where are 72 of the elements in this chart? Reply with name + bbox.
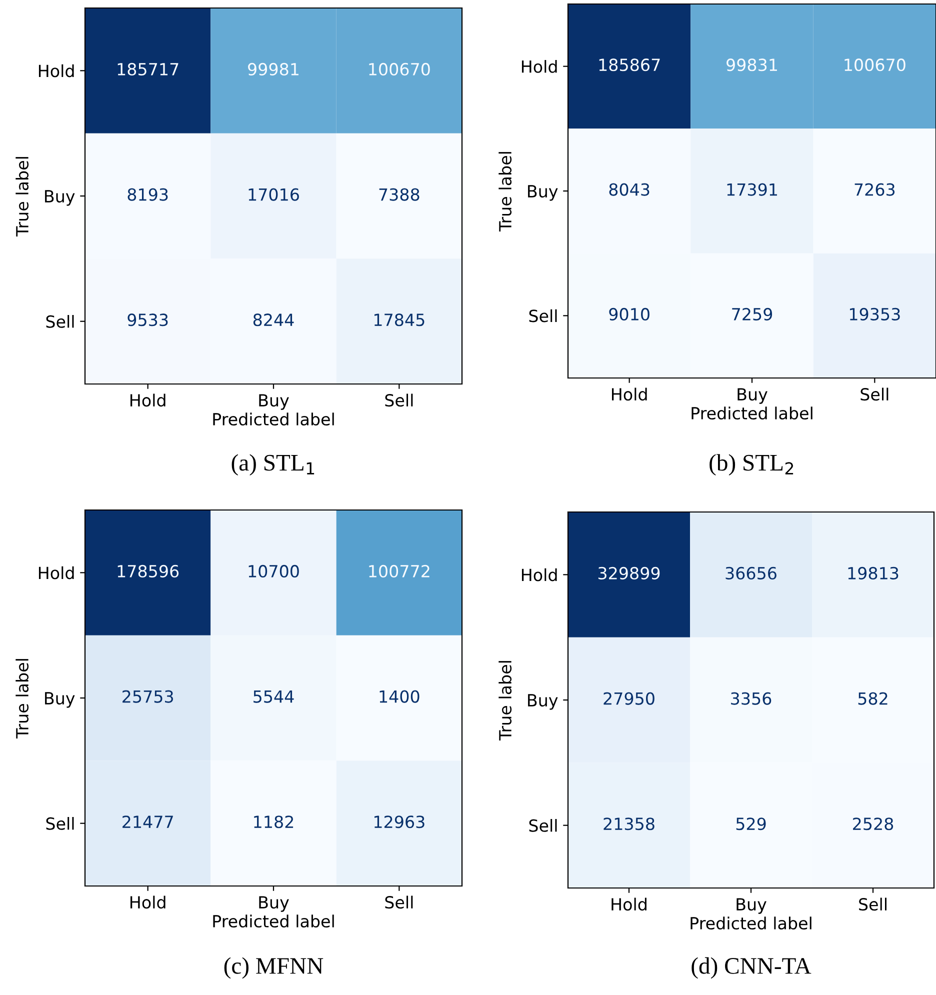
- x-axis-title: Predicted label: [690, 916, 812, 930]
- data-label: 185717: [118, 62, 178, 76]
- data-label: 8043: [609, 183, 650, 196]
- data-label: 99981: [248, 62, 298, 76]
- x-axis-title: Predicted label: [213, 914, 334, 928]
- y-tick-label: Hold: [522, 568, 557, 582]
- data-label: 19353: [850, 308, 900, 321]
- data-label: 178596: [118, 564, 179, 578]
- y-tick-label: Buy: [528, 185, 558, 201]
- data-label: 27950: [604, 692, 654, 705]
- data-label: 9533: [128, 314, 168, 326]
- x-tick-label: Buy: [259, 394, 289, 410]
- x-tick-label: Hold: [612, 388, 647, 401]
- y-tick-label: Sell: [46, 315, 74, 328]
- y-axis-title: True label: [16, 659, 29, 739]
- data-label: 17391: [727, 183, 777, 196]
- data-label: 21358: [604, 818, 654, 830]
- y-tick-label: Sell: [529, 309, 557, 322]
- data-label: 9010: [609, 308, 650, 321]
- y-tick-label: Sell: [46, 817, 74, 830]
- data-label: 12963: [374, 816, 424, 828]
- y-tick-label: Hold: [38, 566, 74, 580]
- data-label: 19813: [848, 566, 898, 580]
- data-label: 36656: [726, 566, 776, 580]
- x-tick-label: Sell: [859, 898, 886, 911]
- data-label: 100772: [369, 564, 430, 578]
- data-label: 582: [858, 692, 888, 705]
- data-label: 5544: [254, 690, 294, 703]
- x-tick-label: Sell: [860, 388, 888, 401]
- data-label: 100670: [844, 58, 906, 72]
- data-label: 2528: [853, 818, 894, 830]
- y-axis-title: True label: [16, 157, 29, 237]
- data-label: 8193: [128, 188, 168, 201]
- y-tick-label: Sell: [529, 819, 557, 832]
- data-label: 1182: [254, 816, 294, 828]
- data-label: 17845: [374, 314, 424, 326]
- data-label: 7259: [732, 308, 772, 321]
- data-label: 8244: [253, 314, 294, 326]
- x-tick-label: Sell: [385, 896, 413, 909]
- y-tick-label: Hold: [522, 60, 557, 73]
- data-label: 17016: [248, 188, 299, 201]
- x-tick-label: Hold: [612, 898, 646, 911]
- y-tick-label: Buy: [528, 694, 558, 710]
- x-axis-title: Predicted label: [213, 412, 334, 426]
- x-tick-label: Buy: [738, 388, 768, 404]
- data-label: 329899: [598, 566, 660, 580]
- y-axis-title: True label: [498, 661, 512, 741]
- x-tick-label: Sell: [385, 394, 413, 407]
- data-label: 7388: [379, 188, 420, 201]
- data-label: 3356: [731, 692, 772, 705]
- data-label: 10700: [248, 564, 299, 578]
- y-tick-label: Buy: [45, 692, 75, 708]
- x-tick-label: Hold: [130, 896, 166, 909]
- data-label: 7263: [854, 183, 895, 196]
- text: (d) CNN-TA: [692, 957, 812, 979]
- data-label: 21477: [122, 816, 173, 828]
- text: (b) STL$_{2}$: [710, 454, 794, 476]
- data-label: 100670: [369, 62, 430, 76]
- x-tick-label: Buy: [736, 898, 766, 914]
- text: (c) MFNN: [224, 957, 324, 979]
- text: (a) STL$_{1}$: [232, 454, 314, 476]
- data-label: 529: [736, 818, 766, 830]
- data-label: 25753: [122, 690, 174, 703]
- x-axis-title: Predicted label: [692, 406, 812, 420]
- data-label: 1400: [380, 690, 420, 703]
- y-tick-label: Buy: [45, 190, 75, 206]
- data-label: 185867: [599, 58, 660, 72]
- x-tick-label: Hold: [130, 394, 166, 407]
- x-tick-label: Buy: [259, 896, 289, 912]
- data-label: 99831: [726, 58, 777, 72]
- y-tick-label: Hold: [38, 64, 74, 78]
- y-axis-title: True label: [498, 152, 512, 232]
